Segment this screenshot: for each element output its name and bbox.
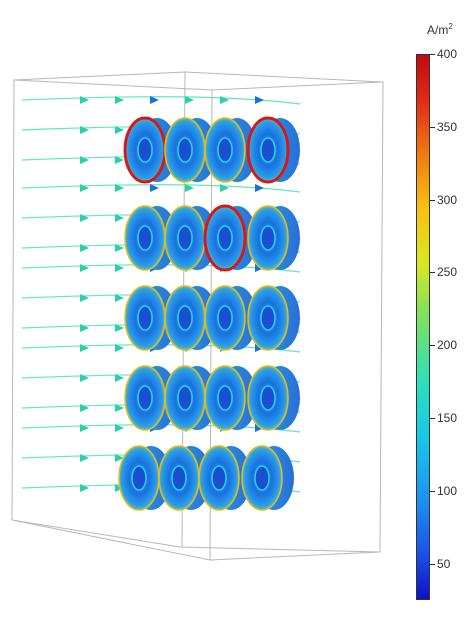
streamline-arrow — [115, 374, 124, 382]
streamline-arrow — [115, 184, 124, 192]
ring-hole — [217, 225, 233, 251]
colorbar-tick-label: 50 — [437, 556, 451, 571]
ring-hole — [177, 305, 193, 331]
electrode-ring — [204, 117, 257, 183]
streamline-arrow — [80, 374, 89, 382]
streamline-arrow — [115, 156, 124, 164]
colorbar-tick — [430, 345, 435, 347]
ring-hole — [177, 225, 193, 251]
colorbar-tick — [430, 418, 435, 419]
streamline-arrow — [150, 184, 159, 192]
electrode-ring — [247, 205, 300, 271]
streamline-arrow — [80, 264, 89, 272]
electrode-ring — [204, 285, 257, 351]
streamline-arrow — [220, 96, 229, 104]
streamline — [21, 184, 301, 193]
colorbar-tick — [430, 126, 435, 128]
ring-hole — [217, 385, 233, 411]
streamline-arrow — [115, 424, 124, 432]
colorbar-tick — [430, 563, 435, 565]
streamline-arrow — [80, 184, 89, 192]
streamline-arrow — [80, 96, 89, 104]
colorbar — [416, 54, 430, 600]
streamline-arrow — [115, 344, 124, 352]
electrode-ring — [246, 116, 300, 184]
streamline-arrow — [80, 294, 89, 302]
ring-hole — [137, 385, 153, 411]
streamline-arrow — [115, 454, 124, 462]
streamline-arrow — [115, 244, 124, 252]
ring-hole — [260, 305, 276, 331]
ring-hole — [171, 465, 187, 491]
electrode-ring — [247, 365, 300, 431]
colorbar-tick — [430, 54, 435, 55]
ring-hole — [260, 225, 276, 251]
streamline-arrow — [115, 126, 124, 134]
colorbar-tick-label: 200 — [437, 338, 458, 353]
streamline-arrow — [115, 294, 124, 302]
streamline-arrow — [80, 344, 89, 352]
streamline-arrow — [220, 184, 229, 192]
streamline-arrow — [80, 156, 89, 164]
streamline-arrow — [255, 184, 264, 192]
streamline-arrow — [115, 96, 124, 104]
streamline-arrow — [80, 244, 89, 252]
colorbar-tick-label: 250 — [437, 265, 458, 280]
electrode-ring — [247, 285, 300, 351]
ring-hole — [260, 137, 276, 163]
streamline-arrow — [185, 96, 194, 104]
colorbar-tick — [430, 272, 435, 274]
colorbar-tick-label: 150 — [437, 411, 458, 425]
ring-hole — [137, 305, 153, 331]
ring-hole — [137, 225, 153, 251]
electrode-rings — [118, 116, 300, 511]
electrode-ring — [204, 365, 257, 431]
ring-hole — [217, 305, 233, 331]
electrode-ring — [203, 204, 257, 272]
colorbar-tick-label: 100 — [437, 483, 458, 498]
electrode-ring — [198, 445, 251, 511]
ring-hole — [177, 385, 193, 411]
ring-hole — [177, 137, 193, 163]
colorbar-tick-label: 300 — [437, 192, 458, 207]
ring-hole — [211, 465, 227, 491]
streamline-arrow — [115, 214, 124, 222]
ring-hole — [217, 137, 233, 163]
streamline-arrow — [185, 184, 194, 192]
colorbar-tick — [430, 490, 435, 492]
colorbar-tick-label: 400 — [437, 47, 458, 61]
streamline-arrow — [80, 404, 89, 412]
streamline-arrow — [115, 404, 124, 412]
electrode-ring — [241, 445, 294, 511]
streamline-arrow — [115, 324, 124, 332]
ring-hole — [260, 385, 276, 411]
streamline-arrow — [80, 454, 89, 462]
ring-hole — [254, 465, 270, 491]
streamline-arrow — [80, 214, 89, 222]
streamline-arrow — [150, 96, 159, 104]
streamline-arrow — [255, 96, 264, 104]
streamline-arrow — [80, 324, 89, 332]
colorbar-unit: A/m2 — [427, 22, 453, 37]
streamline-arrow — [80, 126, 89, 134]
ring-hole — [131, 465, 147, 491]
ring-hole — [137, 137, 153, 163]
colorbar-tick — [430, 199, 435, 201]
streamline — [21, 96, 301, 105]
streamline-arrow — [115, 264, 124, 272]
streamline-arrow — [80, 484, 89, 492]
streamline-arrow — [80, 424, 89, 432]
colorbar-tick-label: 350 — [437, 119, 458, 134]
